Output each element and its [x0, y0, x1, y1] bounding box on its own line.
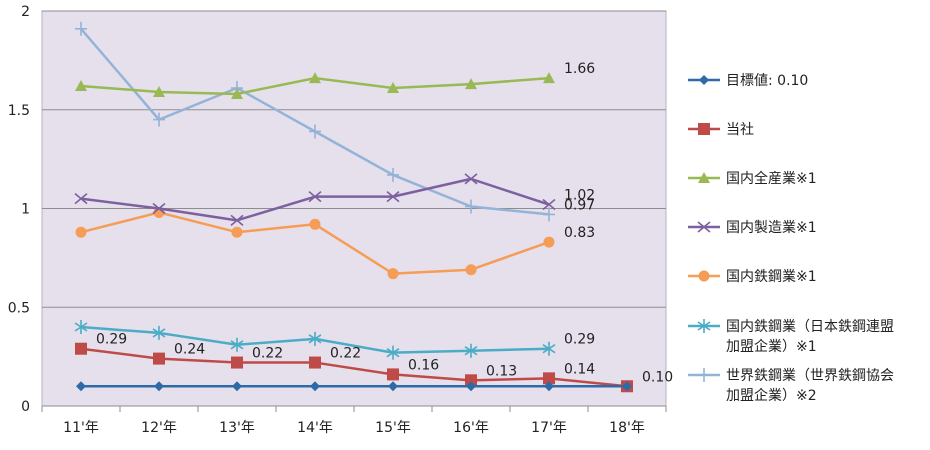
data-label: 0.97 [564, 197, 595, 213]
legend-label: 国内全産業※1 [726, 170, 817, 187]
series-point [465, 199, 477, 214]
x-tick-label: 16'年 [453, 420, 489, 436]
legend-label: 目標値: 0.10 [726, 73, 808, 89]
series-point [543, 372, 555, 385]
series-point [75, 342, 87, 355]
series-point [466, 381, 476, 392]
series-point [231, 356, 243, 369]
series-point [308, 191, 322, 203]
series-point [386, 191, 400, 203]
x-tick-label: 18'年 [609, 420, 645, 436]
series-point [74, 320, 88, 334]
data-label: 0.24 [174, 342, 205, 358]
legend-swatch-marker [698, 368, 710, 382]
series-point [75, 21, 87, 36]
data-label: 0.22 [252, 346, 283, 362]
legend-swatch-marker [697, 221, 711, 233]
x-tick-label: 12'年 [141, 420, 177, 436]
series-point [76, 381, 86, 392]
y-tick-label: 0.5 [8, 300, 30, 316]
legend-swatch-marker [697, 319, 711, 333]
x-tick-label: 14'年 [297, 420, 333, 436]
series-point [387, 368, 399, 381]
y-tick-label: 1.5 [8, 103, 30, 119]
series-point [309, 218, 321, 230]
series-point [544, 381, 554, 392]
legend-swatch-marker [699, 75, 709, 85]
y-tick-label: 2 [21, 4, 30, 20]
series-point [153, 352, 165, 365]
series-point [232, 381, 242, 392]
series-point [153, 112, 165, 127]
series-point [230, 214, 244, 226]
series-point [75, 80, 87, 92]
series-point [542, 198, 556, 211]
series-point [622, 381, 632, 392]
series-point [309, 356, 321, 369]
data-label: 0.16 [408, 357, 439, 373]
legend-label: 加盟企業）※1 [726, 338, 817, 355]
series-point [543, 207, 555, 222]
legend-label: 加盟企業）※2 [726, 387, 817, 404]
y-tick-label: 1 [21, 202, 30, 218]
series-line [80, 347, 628, 388]
series-point [309, 124, 321, 139]
data-label: 1.66 [564, 61, 595, 77]
data-label: 0.83 [564, 225, 595, 241]
series-point [464, 343, 478, 358]
data-label: 1.02 [564, 188, 595, 204]
legend-label: 国内製造業※1 [726, 220, 817, 236]
x-tick-label: 15'年 [375, 420, 411, 436]
y-tick-label: 0 [21, 399, 30, 415]
series-point [465, 78, 477, 90]
series-point [543, 236, 555, 248]
data-label: 0.22 [330, 346, 361, 362]
series-point [309, 72, 321, 84]
data-label: 0.13 [486, 363, 517, 379]
series-point [465, 374, 477, 387]
series-point [387, 167, 399, 182]
series-point [542, 341, 556, 356]
series-point [310, 381, 320, 392]
legend-swatch-marker [698, 270, 710, 282]
series-point [152, 202, 166, 215]
series-point [465, 264, 477, 276]
series-point [387, 268, 399, 280]
series-point [386, 345, 400, 360]
series-point [231, 226, 243, 238]
data-label: 0.29 [564, 332, 595, 348]
x-tick-label: 11'年 [63, 420, 99, 436]
data-label: 0.14 [564, 361, 595, 377]
series-point [388, 381, 398, 392]
legend-swatch-marker [698, 172, 710, 183]
series-point [231, 87, 243, 99]
data-label: 0.29 [96, 332, 127, 348]
series-point [543, 72, 555, 84]
series-point [74, 193, 88, 205]
series-point [230, 337, 244, 352]
legend-swatch-marker [698, 123, 710, 135]
data-label: 0.10 [642, 369, 673, 385]
legend-label: 当社 [726, 122, 754, 138]
series-point [153, 85, 165, 97]
x-tick-label: 17'年 [531, 420, 567, 436]
series-point [387, 82, 399, 94]
series-point [464, 173, 478, 185]
series-point [308, 331, 322, 346]
series-point [75, 226, 87, 238]
series-point [154, 381, 164, 392]
x-tick-label: 13'年 [219, 420, 255, 436]
legend-label: 国内鉄鋼業※1 [726, 269, 817, 285]
series-point [152, 325, 166, 340]
legend-label: 世界鉄鋼業（世界鉄鋼協会 [726, 368, 894, 384]
legend-label: 国内鉄鋼業（日本鉄鋼連盟 [726, 319, 894, 335]
